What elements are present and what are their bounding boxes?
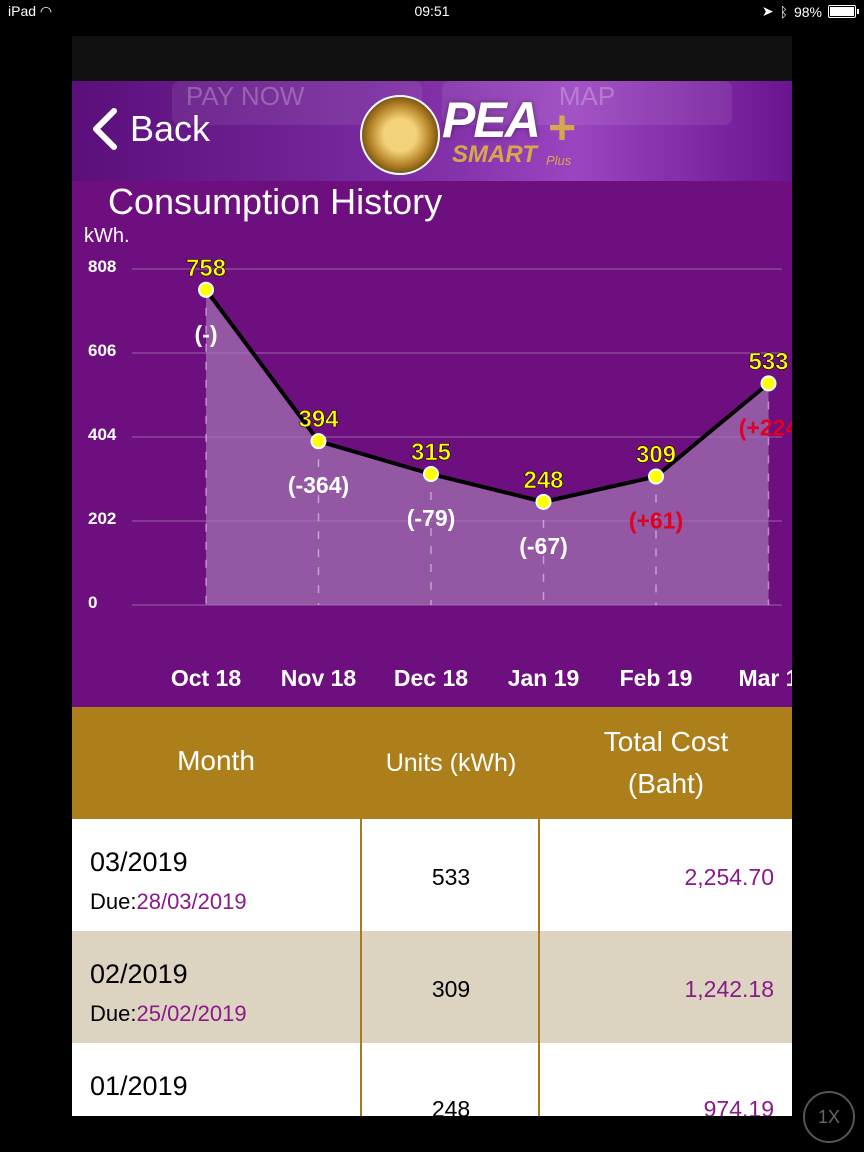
status-right: ➤ ᛒ 98% [761, 3, 859, 20]
value-label: 315 [411, 439, 451, 466]
back-label: Back [130, 108, 211, 149]
pea-seal-icon [360, 95, 440, 175]
header-month: Month [177, 745, 255, 776]
header-units: Units (kWh) [385, 749, 517, 777]
pea-smart-plus-logo: PEA + SMART Plus [360, 91, 610, 175]
app-window: PAY NOW MAP Back PEA + SMART Plus 758 (-)… [72, 36, 792, 1116]
row-month: 03/2019 [90, 847, 188, 877]
row-units: 248 [431, 1096, 471, 1116]
device-name: iPad [8, 3, 37, 19]
column-divider [360, 819, 362, 1116]
header-cost: Total Cost (Baht) [540, 721, 792, 805]
header-cost-line1: Total Cost [603, 726, 729, 757]
table-row[interactable]: 02/2019 Due:25/02/2019 309 1,242.18 [72, 931, 792, 1043]
table-row[interactable]: 03/2019 Due:28/03/2019 533 2,254.70 [72, 819, 792, 931]
consumption-chart: 758 (-) 394 (-364) 315 (-79) 248 (-67) 309 (+61) 5… [72, 181, 792, 707]
area-fill [206, 289, 769, 605]
due-label: Due: [90, 889, 137, 914]
diff-label: (-79) [407, 505, 456, 531]
value-label: 394 [298, 406, 339, 433]
chart-title: Consumption History [108, 181, 443, 222]
logo-pea-text: PEA [442, 92, 541, 148]
x-tick-label: Dec 18 [393, 665, 469, 691]
data-point [423, 466, 439, 483]
data-point [310, 433, 327, 450]
row-due: Due:25/02/2019 [90, 1001, 247, 1027]
map-label: MAP [558, 81, 616, 111]
top-bar [72, 36, 792, 81]
data-point [198, 281, 214, 298]
y-axis-unit: kWh. [84, 225, 130, 247]
chart-svg: 758 (-) 394 (-364) 315 (-79) 248 (-67) 309 (+61) 5… [132, 254, 792, 606]
diff-label: (-) [195, 321, 218, 347]
wifi-icon: ◠ [39, 3, 53, 19]
row-units: 533 [431, 864, 471, 890]
y-tick-label: 606 [88, 341, 117, 360]
header: PAY NOW MAP Back PEA + SMART Plus [72, 81, 792, 181]
row-month: 02/2019 [90, 959, 188, 989]
x-tick-label: Mar 1 [738, 665, 792, 691]
diff-label: (+61) [629, 508, 683, 534]
row-cost: 974.19 [703, 1096, 774, 1116]
due-date: 25/02/2019 [136, 1001, 247, 1026]
status-bar: iPad ◠ 09:51 ➤ ᛒ 98% [0, 0, 864, 24]
logo-plus-text: Plus [546, 153, 572, 168]
battery-fill [830, 7, 854, 16]
diff-label: (+224 [739, 414, 792, 440]
value-label: 309 [636, 442, 676, 469]
chevron-left-icon [93, 108, 117, 150]
table-row[interactable]: 01/2019 248 974.19 [72, 1043, 792, 1116]
x-tick-label: Jan 19 [507, 665, 580, 691]
logo-smart-text: SMART [452, 141, 537, 168]
plus-icon: + [548, 102, 577, 155]
x-tick-label: Nov 18 [280, 665, 357, 691]
y-tick-label: 202 [88, 509, 117, 528]
map-ghost-button: MAP [442, 81, 732, 125]
battery-icon [828, 5, 859, 18]
location-icon: ➤ [761, 3, 774, 19]
data-point [535, 493, 552, 510]
back-button[interactable]: Back [90, 107, 210, 151]
y-tick-label: 808 [88, 257, 117, 276]
pay-now-label: PAY NOW [186, 81, 305, 111]
diff-label: (-364) [288, 472, 349, 498]
column-divider [538, 819, 540, 1116]
row-cost: 2,254.70 [684, 864, 774, 890]
zoom-1x-button[interactable]: 1X [803, 1091, 855, 1143]
device-label: iPad ◠ [8, 3, 52, 20]
value-label: 248 [523, 467, 563, 494]
series-line [204, 288, 770, 504]
due-date: 28/03/2019 [136, 889, 247, 914]
x-tick-label: Oct 18 [170, 665, 242, 691]
y-tick-label: 0 [88, 593, 98, 612]
x-tick-label: Feb 19 [619, 665, 693, 691]
diff-label: (-67) [519, 533, 568, 559]
data-point [760, 375, 777, 392]
row-month: 01/2019 [90, 1071, 188, 1101]
row-due: Due:28/03/2019 [90, 889, 247, 915]
y-tick-label: 404 [88, 425, 117, 444]
value-label: 533 [748, 348, 788, 375]
data-point [648, 468, 664, 485]
header-cost-line2: (Baht) [627, 768, 705, 799]
table-header: Month Units (kWh) Total Cost (Baht) [72, 707, 792, 819]
value-label: 758 [186, 255, 226, 282]
bluetooth-icon: ᛒ [779, 3, 788, 20]
battery-percent: 98% [793, 3, 822, 20]
due-label: Due: [90, 1001, 137, 1026]
row-cost: 1,242.18 [684, 976, 774, 1002]
row-units: 309 [431, 976, 471, 1002]
clock: 09:51 [414, 3, 450, 19]
